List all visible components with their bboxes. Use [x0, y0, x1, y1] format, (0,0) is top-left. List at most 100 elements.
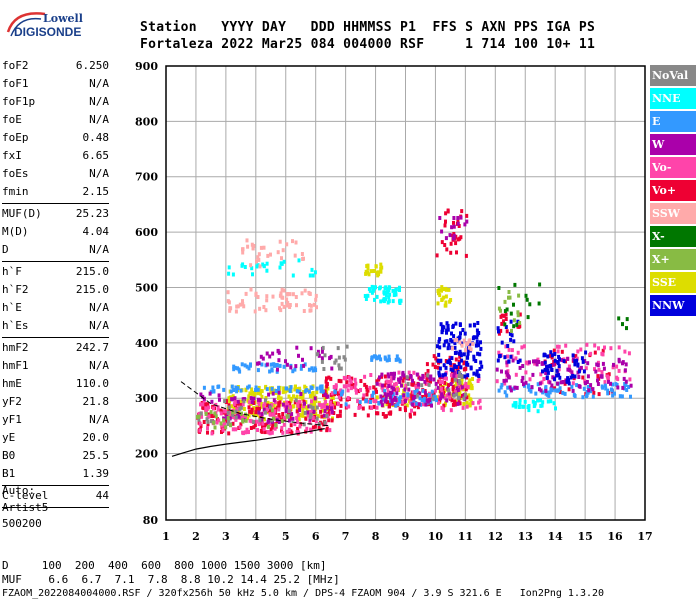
echo-point	[345, 344, 349, 349]
echo-point	[607, 379, 610, 384]
echo-point	[528, 360, 531, 365]
echo-point	[585, 342, 589, 347]
echo-point	[465, 375, 469, 380]
echo-point	[556, 344, 559, 349]
echo-point	[441, 380, 445, 385]
echo-point	[359, 388, 362, 392]
echo-point	[497, 331, 501, 336]
echo-point	[392, 384, 396, 389]
echo-point	[445, 376, 448, 381]
echo-point	[599, 374, 603, 379]
echo-point	[600, 370, 604, 375]
echo-point	[246, 385, 250, 390]
echo-point	[440, 288, 443, 293]
echo-point	[312, 302, 316, 307]
echo-point	[508, 331, 512, 336]
echo-point	[453, 341, 457, 345]
echo-point	[521, 404, 525, 409]
echo-point	[391, 398, 395, 403]
echo-point	[241, 397, 245, 402]
echo-point	[372, 399, 376, 404]
echo-point	[436, 365, 440, 370]
echo-point	[467, 393, 471, 398]
echo-point	[260, 389, 264, 394]
echo-point	[457, 374, 461, 379]
echo-point	[230, 404, 234, 409]
echo-point	[383, 356, 387, 361]
echo-point	[381, 298, 385, 303]
echo-point	[302, 422, 306, 427]
echo-point	[509, 388, 513, 393]
x-tick-label: 7	[342, 530, 350, 543]
echo-point	[573, 374, 577, 379]
echo-point	[366, 413, 370, 418]
x-tick-label: 9	[402, 530, 410, 543]
echo-point	[538, 282, 542, 287]
echo-point	[479, 346, 483, 351]
y-tick-label: 400	[135, 337, 158, 350]
echo-point	[447, 391, 451, 396]
echo-point	[236, 366, 239, 371]
echo-point	[465, 213, 469, 218]
echo-point	[256, 255, 260, 260]
echo-point	[453, 338, 457, 343]
echo-point	[313, 424, 317, 429]
echo-point	[579, 347, 583, 352]
echo-point	[440, 229, 444, 234]
echo-point	[460, 209, 464, 214]
echo-point	[227, 413, 231, 418]
echo-point	[425, 362, 429, 367]
echo-point	[456, 216, 460, 220]
echo-point	[241, 299, 244, 304]
echo-point	[364, 297, 368, 301]
echo-point	[421, 373, 425, 378]
echo-point	[234, 417, 238, 422]
echo-point	[546, 354, 550, 359]
echo-point	[302, 404, 306, 409]
echo-point	[265, 403, 269, 408]
y-tick-label: 300	[135, 392, 158, 405]
echo-point	[389, 371, 393, 376]
echo-point	[396, 387, 400, 392]
x-tick-label: 5	[282, 530, 290, 543]
echo-point	[509, 311, 513, 316]
echo-point	[292, 394, 295, 399]
echo-point	[621, 385, 625, 390]
echo-point	[430, 389, 434, 394]
echo-point	[500, 369, 503, 374]
echo-point	[277, 350, 281, 355]
echo-point	[298, 408, 302, 413]
echo-point	[242, 431, 246, 436]
echo-point	[298, 402, 302, 406]
echo-point	[265, 387, 269, 392]
echo-point	[266, 400, 270, 405]
echo-point	[288, 303, 292, 307]
echo-point	[250, 407, 254, 412]
echo-point	[504, 378, 508, 383]
echo-point	[383, 383, 387, 388]
param-row: foF2 6.250	[2, 57, 109, 75]
echo-point	[436, 385, 440, 390]
echo-point	[320, 359, 324, 364]
echo-point	[213, 425, 217, 430]
echo-point	[536, 398, 540, 403]
echo-point	[463, 392, 467, 397]
echo-point	[503, 355, 507, 360]
echo-point	[278, 239, 282, 244]
echo-point	[404, 408, 407, 413]
echo-point	[546, 370, 550, 375]
echo-point	[266, 407, 269, 411]
param-value: 4.04	[82, 225, 110, 238]
echo-point	[309, 412, 313, 417]
echo-point	[295, 409, 299, 414]
echo-point	[359, 379, 363, 383]
echo-point	[418, 396, 422, 401]
echo-point	[364, 269, 368, 274]
echo-point	[616, 377, 620, 382]
echo-point	[259, 354, 263, 359]
echo-point	[546, 368, 550, 373]
echo-point	[213, 411, 217, 416]
echo-point	[536, 357, 540, 362]
echo-point	[469, 365, 473, 370]
echo-point	[472, 371, 476, 376]
